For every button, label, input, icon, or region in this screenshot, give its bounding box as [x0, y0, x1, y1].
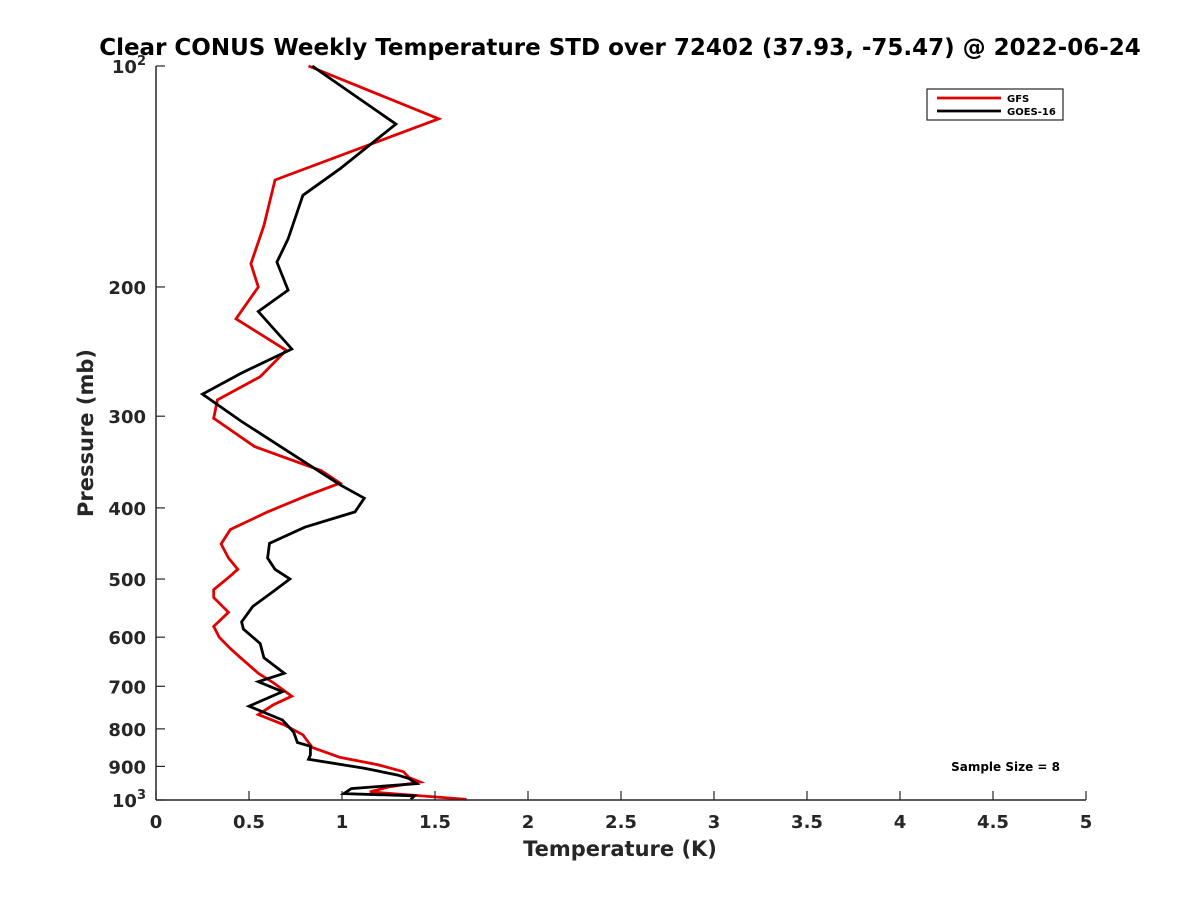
y-axis-label: Pressure (mb) [74, 349, 98, 517]
axes-layer: 0 0.5 1 1.5 2 2.5 3 3.5 4 4.5 5 102 200 300 400 500 600 7… [108, 54, 1092, 833]
legend-label-gfs: GFS [1007, 94, 1029, 105]
x-tick-label: 0.5 [233, 812, 265, 833]
y-tick-label: 500 [108, 570, 146, 591]
y-tick-label: 600 [108, 628, 146, 649]
x-tick-label: 1.5 [419, 812, 451, 833]
series-layer [199, 64, 467, 801]
y-tick-label: 900 [108, 757, 146, 778]
y-tick-label: 102 [112, 54, 146, 78]
x-tick-label: 4.5 [977, 812, 1009, 833]
x-tick-label: 2 [522, 812, 535, 833]
legend-box [926, 88, 1064, 121]
x-tick-label: 5 [1080, 812, 1093, 833]
x-axis-label: Temperature (K) [523, 837, 717, 861]
series-line-goes-16 [199, 64, 421, 801]
y-tick-label: 103 [112, 788, 146, 812]
x-tick-label: 3 [708, 812, 721, 833]
y-tick-label: 300 [108, 407, 146, 428]
chart-title: Clear CONUS Weekly Temperature STD over … [99, 35, 1141, 61]
x-tick-label: 2.5 [605, 812, 637, 833]
x-tick-label: 4 [894, 812, 907, 833]
sample-size-annotation: Sample Size = 8 [951, 760, 1060, 774]
y-tick-label: 200 [108, 278, 146, 299]
y-tick-label: 400 [108, 499, 146, 520]
x-tick-label: 3.5 [791, 812, 823, 833]
x-tick-label: 1 [336, 812, 349, 833]
x-tick-label: 0 [150, 812, 163, 833]
y-tick-label: 700 [108, 677, 146, 698]
legend: GFS GOES-16 [926, 88, 1064, 121]
y-tick-label: 800 [108, 720, 146, 741]
legend-label-goes-16: GOES-16 [1007, 107, 1056, 118]
